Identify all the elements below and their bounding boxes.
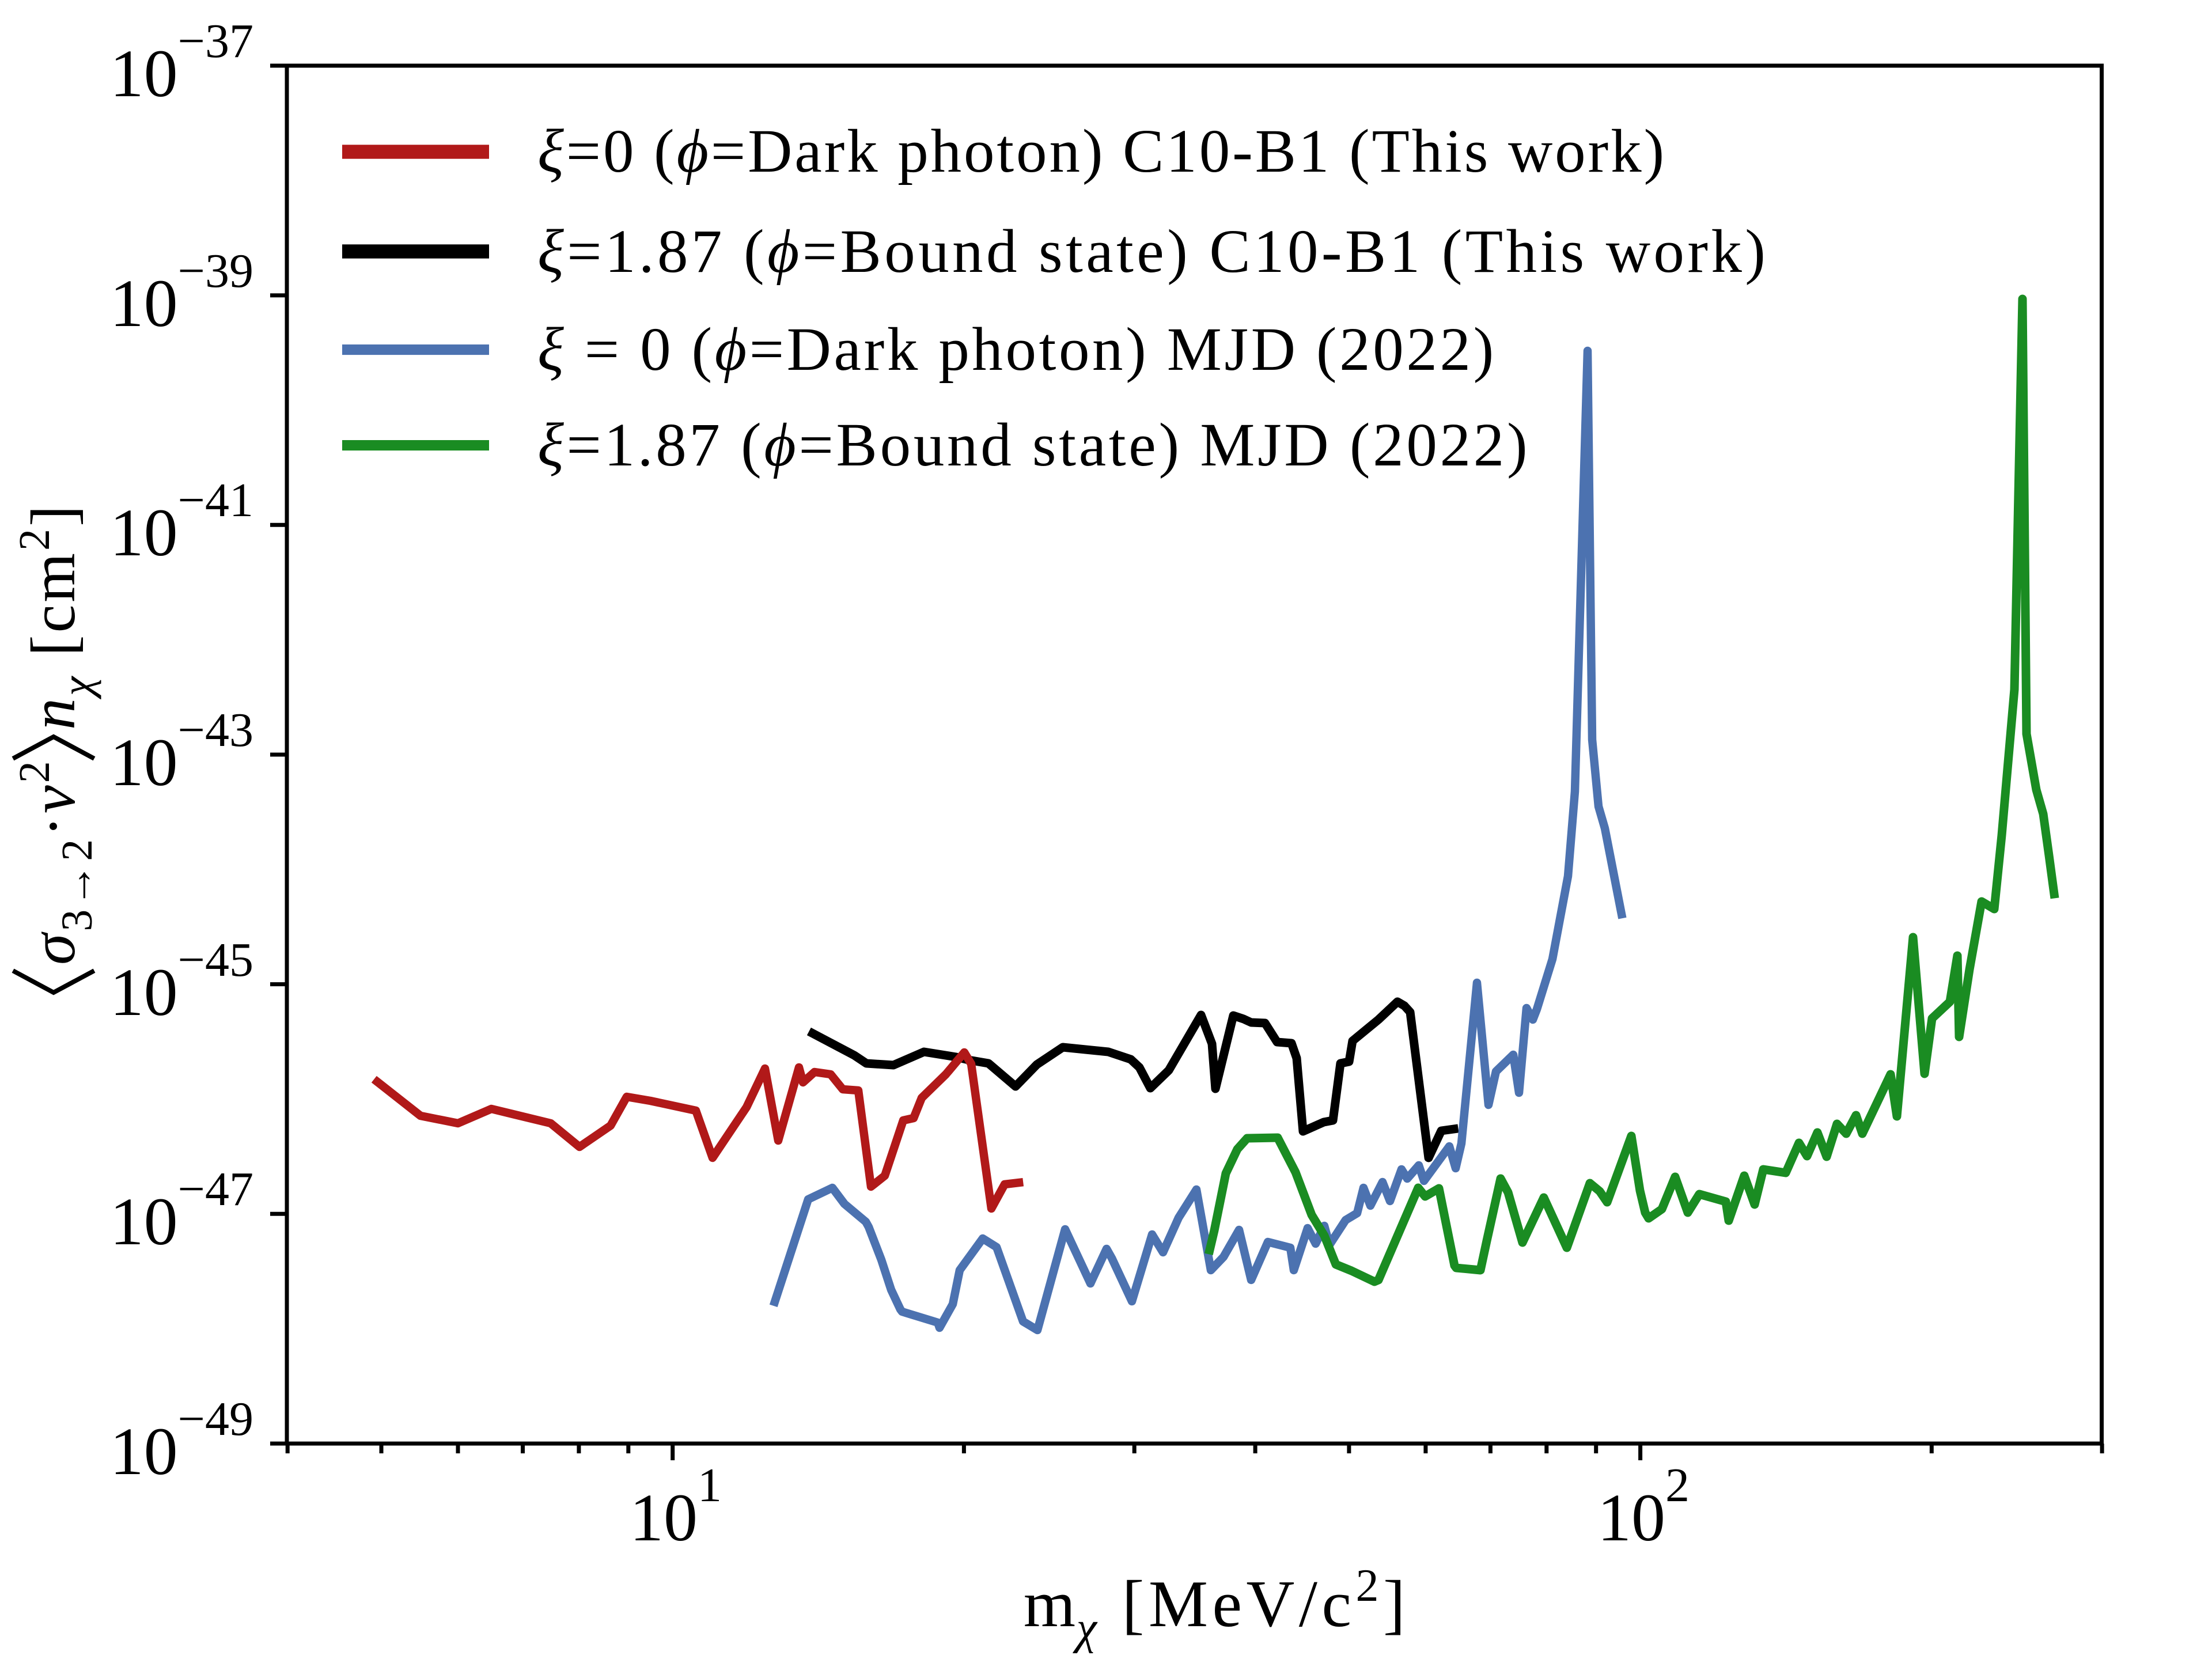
svg-text:10−39: 10−39 [110, 244, 253, 341]
svg-text:10−49: 10−49 [110, 1392, 253, 1489]
svg-text:σ3→2·v2: σ3→2·v2 [10, 759, 101, 965]
svg-text:10−45: 10−45 [110, 933, 253, 1030]
svg-text:102: 102 [1597, 1459, 1690, 1555]
svg-text:101: 101 [630, 1459, 722, 1555]
svg-text:ξ=0 (ϕ=Dark photon) C10-B1 (Th: ξ=0 (ϕ=Dark photon) C10-B1 (This work) [537, 118, 1666, 185]
svg-text:ξ=1.87 (ϕ=Bound state) C10-B1: ξ=1.87 (ϕ=Bound state) C10-B1 (This work… [537, 218, 1768, 286]
svg-text:ξ=1.87 (ϕ=Bound state) MJD (20: ξ=1.87 (ϕ=Bound state) MJD (2022) [537, 411, 1530, 479]
svg-text:10−43: 10−43 [110, 703, 253, 800]
svg-text:10−47: 10−47 [110, 1162, 253, 1259]
svg-text:10−37: 10−37 [110, 14, 253, 111]
svg-text:mχ [MeV/c2]: mχ [MeV/c2] [1024, 1560, 1410, 1654]
svg-text:10−41: 10−41 [110, 474, 253, 570]
svg-text:ξ = 0 (ϕ=Dark photon) MJD (202: ξ = 0 (ϕ=Dark photon) MJD (2022) [537, 316, 1497, 384]
svg-text:nχ [cm2]: nχ [cm2] [10, 503, 101, 730]
